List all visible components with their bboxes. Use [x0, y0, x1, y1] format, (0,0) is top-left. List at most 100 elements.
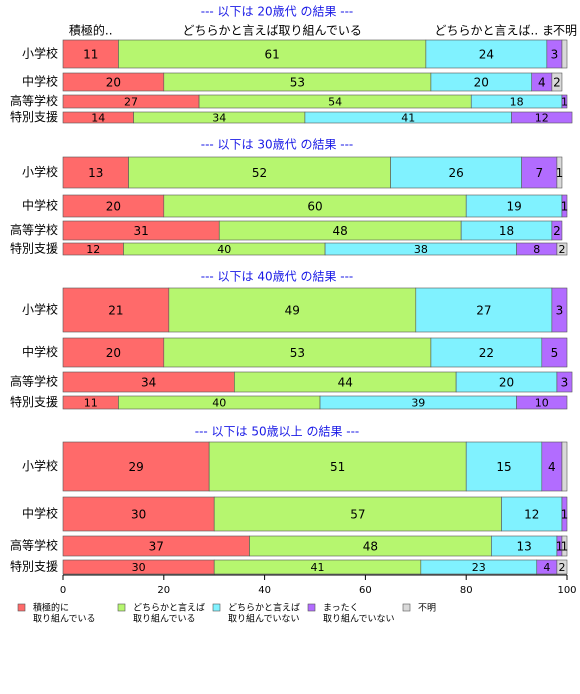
- header-label: どちらかと言えば..: [435, 24, 539, 38]
- category-label: 小学校: [22, 302, 58, 317]
- bar-segment: [62, 337, 165, 368]
- value-label: 53: [290, 76, 305, 90]
- value-label: 12: [524, 508, 539, 522]
- legend-label: 取り組んでいない: [228, 613, 300, 625]
- category-label: 高等学校: [10, 93, 58, 108]
- value-label: 22: [479, 346, 494, 360]
- legend-swatch: [307, 603, 316, 612]
- value-label: 54: [328, 96, 342, 109]
- bar-segment: [465, 441, 543, 492]
- bar-segment: [208, 441, 467, 492]
- category-label: 小学校: [22, 46, 58, 61]
- category-label: 中学校: [22, 198, 58, 213]
- header-label: どちらかと言えば取り組んでいる: [182, 24, 361, 38]
- value-label: 48: [363, 540, 378, 554]
- value-label: 3: [551, 48, 559, 62]
- bar-segment: [556, 242, 568, 256]
- category-label: 中学校: [22, 506, 58, 521]
- bar-segment: [511, 111, 573, 124]
- value-label: 1: [561, 508, 569, 522]
- category-label: 特別支援: [10, 559, 58, 574]
- value-label: 37: [149, 540, 164, 554]
- value-label: 11: [83, 48, 98, 62]
- bar-segment: [62, 287, 170, 333]
- bar-segment: [561, 535, 568, 557]
- value-label: 20: [106, 200, 121, 214]
- value-label: 18: [499, 224, 514, 238]
- bar-segment: [551, 72, 563, 92]
- header-label: 積極的..: [69, 23, 113, 38]
- value-label: 2: [553, 76, 561, 90]
- value-label: 20: [106, 346, 121, 360]
- value-label: 51: [330, 460, 345, 474]
- category-label: 中学校: [22, 344, 58, 359]
- x-tick-label: 40: [258, 585, 271, 596]
- value-label: 41: [401, 112, 415, 125]
- legend-swatch: [212, 603, 221, 612]
- legend-swatch: [117, 603, 126, 612]
- bar-segment: [118, 39, 427, 69]
- legend-label: 取り組んでいない: [323, 613, 395, 625]
- value-label: 20: [106, 76, 121, 90]
- category-label: 高等学校: [10, 222, 58, 237]
- bar-segment: [556, 156, 563, 189]
- value-label: 14: [91, 112, 105, 125]
- value-label: 21: [108, 304, 123, 318]
- bar-segment: [551, 287, 568, 333]
- value-label: 39: [411, 397, 425, 410]
- x-tick-label: 100: [557, 585, 576, 596]
- category-label: 中学校: [22, 74, 58, 89]
- legend-label: 積極的に: [33, 602, 69, 614]
- value-label: 1: [556, 540, 564, 554]
- value-label: 30: [131, 508, 146, 522]
- legend-swatch: [402, 603, 411, 612]
- value-label: 44: [338, 376, 353, 390]
- value-label: 24: [479, 48, 494, 62]
- bar-segment: [390, 156, 522, 189]
- value-label: 2: [558, 243, 565, 256]
- panel-title: --- 以下は 30歳代 の結果 ---: [201, 138, 354, 152]
- category-label: 特別支援: [10, 241, 58, 256]
- bar-segment: [541, 337, 568, 368]
- bar-segment: [168, 287, 417, 333]
- value-label: 27: [124, 96, 138, 109]
- bar-segment: [551, 220, 563, 241]
- bar-segment: [516, 395, 568, 410]
- value-label: 4: [538, 76, 546, 90]
- bar-segment: [561, 39, 568, 69]
- value-label: 26: [448, 166, 463, 180]
- panel-title: --- 以下は 20歳代 の結果 ---: [201, 5, 354, 19]
- bar-segment: [415, 287, 553, 333]
- value-label: 2: [553, 224, 561, 238]
- value-label: 61: [265, 48, 280, 62]
- legend-label: まったく: [323, 603, 359, 614]
- category-label: 小学校: [22, 164, 58, 179]
- x-tick-label: 80: [460, 585, 473, 596]
- category-label: 小学校: [22, 458, 58, 473]
- value-label: 20: [499, 376, 514, 390]
- value-label: 4: [548, 460, 556, 474]
- x-tick-label: 20: [157, 585, 170, 596]
- bar-segment: [556, 371, 573, 393]
- value-label: 29: [128, 460, 143, 474]
- value-label: 1: [561, 540, 569, 554]
- value-label: 2: [558, 561, 565, 574]
- header-label: ま: [542, 24, 554, 38]
- value-label: 31: [133, 224, 148, 238]
- value-label: 13: [88, 166, 103, 180]
- value-label: 7: [535, 166, 543, 180]
- value-label: 10: [535, 397, 549, 410]
- value-label: 30: [132, 561, 146, 574]
- value-label: 52: [252, 166, 267, 180]
- value-label: 60: [307, 200, 322, 214]
- legend-label: 取り組んでいる: [33, 613, 96, 625]
- value-label: 40: [212, 397, 226, 410]
- value-label: 13: [517, 540, 532, 554]
- value-label: 12: [86, 243, 100, 256]
- category-label: 特別支援: [10, 109, 58, 124]
- x-tick-label: 60: [359, 585, 372, 596]
- bar-segment: [163, 337, 432, 368]
- value-label: 4: [543, 561, 550, 574]
- value-label: 5: [551, 346, 559, 360]
